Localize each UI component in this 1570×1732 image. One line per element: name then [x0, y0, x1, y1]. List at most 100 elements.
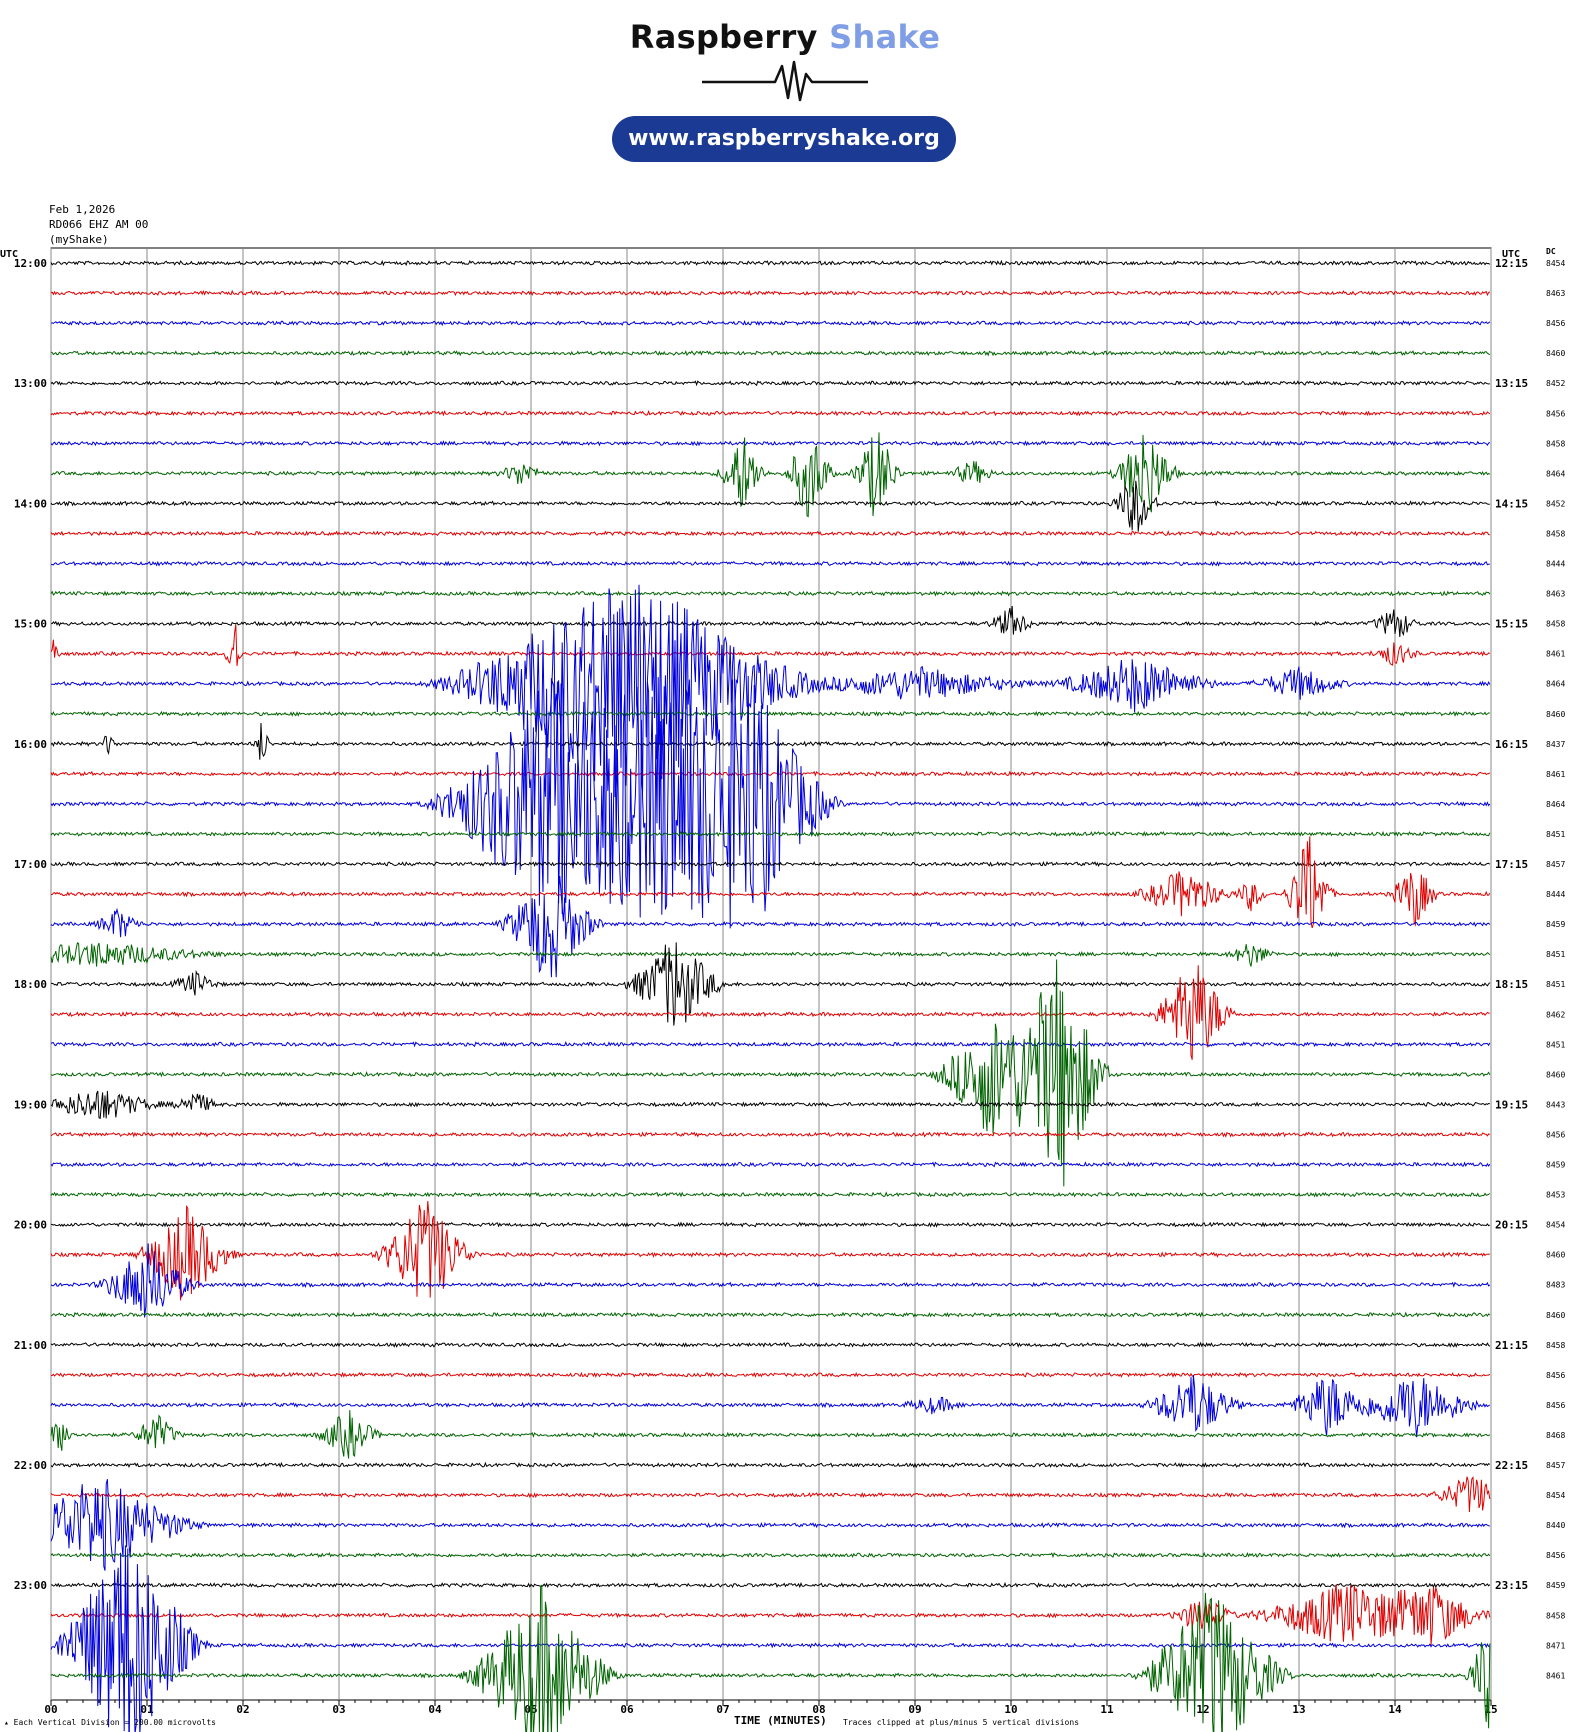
trace-line: [50, 590, 1491, 597]
scale-note-text: Each Vertical Division = 200.00 microvol…: [13, 1718, 216, 1727]
left-time-label: 20:00: [14, 1219, 47, 1232]
dc-value-label: 8440: [1546, 1521, 1565, 1530]
dc-value-label: 8452: [1546, 379, 1565, 388]
trace-line: [50, 1341, 1491, 1348]
trace-line: [50, 1201, 1490, 1301]
right-time-label: 21:15: [1495, 1339, 1528, 1352]
dc-value-label: 8458: [1546, 529, 1565, 538]
dc-value-label: 8461: [1546, 650, 1565, 659]
trace-line: [51, 432, 1491, 518]
trace-line: [50, 942, 1491, 967]
seismic-wave-icon: [702, 60, 868, 102]
dc-value-label: 8444: [1546, 890, 1565, 899]
dc-value-label: 8468: [1546, 1431, 1565, 1440]
trace-line: [50, 624, 1491, 666]
dc-header: DC: [1546, 247, 1556, 256]
trace-line: [50, 530, 1490, 537]
dc-value-label: 8454: [1546, 1491, 1565, 1500]
dc-value-label: 8451: [1546, 830, 1565, 839]
brand-main-text: Raspberry: [629, 18, 818, 56]
dc-value-label: 8456: [1546, 1130, 1565, 1139]
left-time-label: 22:00: [14, 1459, 47, 1472]
right-time-label: 14:15: [1495, 497, 1528, 510]
x-tick-label: 11: [1100, 1703, 1114, 1716]
recording-metadata: Feb 1,2026 RD066 EHZ AM 00 (myShake): [49, 202, 148, 247]
trace-line: [50, 1476, 1491, 1513]
x-tick-label: 02: [236, 1703, 249, 1716]
trace-line: [50, 875, 1491, 978]
dc-value-label: 8454: [1546, 259, 1565, 268]
dc-value-label: 8483: [1546, 1281, 1565, 1290]
trace-line: [50, 1090, 1490, 1119]
dc-value-label: 8456: [1546, 1551, 1565, 1560]
dc-value-label: 8451: [1546, 1040, 1565, 1049]
x-tick-label: 00: [44, 1703, 57, 1716]
trace-line: [50, 675, 1491, 929]
right-time-label: 13:15: [1495, 377, 1528, 390]
dc-value-label: 8454: [1546, 1221, 1565, 1230]
right-time-label: 16:15: [1495, 738, 1528, 751]
trace-line: [50, 770, 1491, 777]
trace-line: [50, 1221, 1491, 1228]
trace-line: [50, 584, 1491, 798]
trace-line: [50, 942, 1491, 1026]
right-time-label: 23:15: [1495, 1579, 1528, 1592]
trace-line: [50, 319, 1491, 327]
website-link[interactable]: www.raspberryshake.org: [612, 116, 956, 162]
dc-value-label: 8437: [1546, 740, 1565, 749]
left-time-label: 16:00: [14, 738, 47, 751]
clip-note: Traces clipped at plus/minus 5 vertical …: [843, 1718, 1080, 1727]
left-time-label: 15:00: [14, 618, 47, 631]
trace-line: [50, 1551, 1491, 1559]
data-source: (myShake): [49, 233, 109, 246]
left-time-label: 21:00: [14, 1339, 47, 1352]
dc-value-label: 8463: [1546, 590, 1565, 599]
dc-value-label: 8456: [1546, 1401, 1565, 1410]
dc-value-label: 8457: [1546, 1461, 1565, 1470]
dc-value-label: 8464: [1546, 469, 1565, 478]
right-utc-header: UTC: [1502, 249, 1521, 260]
brand-accent-text: Shake: [829, 18, 941, 56]
trace-line: [51, 1581, 1491, 1589]
trace-line: [50, 1041, 1491, 1048]
x-tick-label: 03: [332, 1703, 345, 1716]
x-tick-label: 07: [716, 1703, 729, 1716]
dc-value-label: 8458: [1546, 620, 1565, 629]
x-tick-label: 09: [908, 1703, 921, 1716]
trace-line: [50, 1374, 1491, 1438]
trace-line: [50, 1584, 1491, 1732]
trace-line: [50, 710, 1490, 717]
trace-line: [50, 289, 1491, 297]
dc-value-label: 8459: [1546, 1581, 1565, 1590]
trace-line: [51, 1371, 1491, 1379]
trace-line: [50, 440, 1490, 447]
trace-line: [50, 1410, 1491, 1459]
x-tick-label: 01: [140, 1703, 154, 1716]
trace-line: [50, 409, 1491, 417]
dc-value-label: 8460: [1546, 1251, 1565, 1260]
x-axis-title: TIME (MINUTES): [734, 1714, 827, 1727]
dc-value-label: 8451: [1546, 950, 1565, 959]
left-time-label: 12:00: [14, 257, 47, 270]
dc-value-label: 8453: [1546, 1191, 1565, 1200]
trace-line: [50, 860, 1491, 868]
dc-value-label: 8460: [1546, 349, 1565, 358]
trace-line: [50, 722, 1491, 760]
trace-line: [50, 1461, 1491, 1469]
left-time-label: 14:00: [14, 497, 47, 510]
dc-value-label: 8458: [1546, 1341, 1565, 1350]
dc-value-label: 8452: [1546, 499, 1565, 508]
trace-line: [50, 560, 1490, 567]
plot-frame: [50, 247, 1492, 1701]
left-utc-header: UTC: [0, 249, 19, 260]
trace-line: [50, 379, 1490, 387]
dc-value-label: 8460: [1546, 1070, 1565, 1079]
dc-value-label: 8471: [1546, 1641, 1565, 1650]
recording-date: Feb 1,2026: [49, 203, 116, 216]
dc-value-label: 8461: [1546, 770, 1565, 779]
dc-value-label: 8451: [1546, 980, 1565, 989]
right-time-label: 20:15: [1495, 1219, 1528, 1232]
x-tick-label: 04: [428, 1703, 442, 1716]
dc-value-label: 8456: [1546, 319, 1565, 328]
